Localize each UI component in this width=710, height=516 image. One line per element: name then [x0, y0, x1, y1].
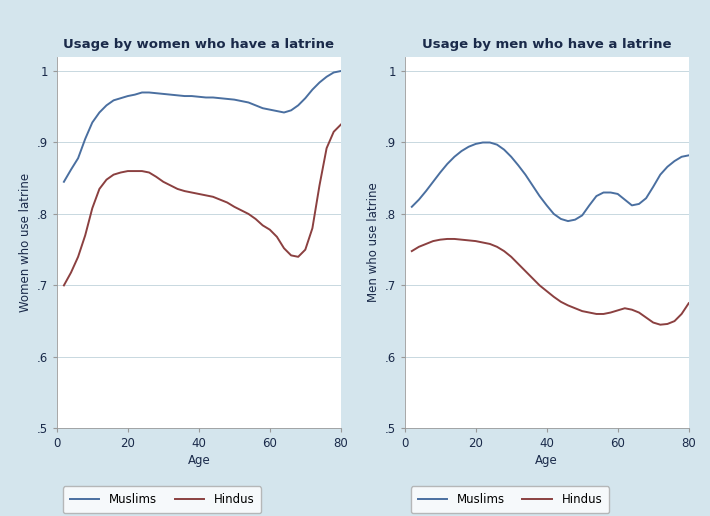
Y-axis label: Men who use latrine: Men who use latrine — [367, 183, 381, 302]
X-axis label: Age: Age — [535, 455, 558, 467]
Legend: Muslims, Hindus: Muslims, Hindus — [410, 486, 609, 513]
X-axis label: Age: Age — [187, 455, 210, 467]
Y-axis label: Women who use latrine: Women who use latrine — [19, 173, 33, 312]
Title: Usage by women who have a latrine: Usage by women who have a latrine — [63, 38, 334, 52]
Title: Usage by men who have a latrine: Usage by men who have a latrine — [422, 38, 672, 52]
Legend: Muslims, Hindus: Muslims, Hindus — [62, 486, 261, 513]
